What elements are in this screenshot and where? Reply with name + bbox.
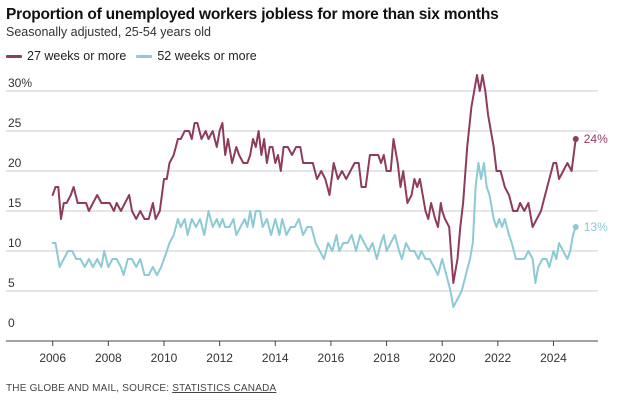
footer-credit: THE GLOBE AND MAIL, SOURCE: — [6, 383, 173, 394]
legend-label-52-weeks: 52 weeks or more — [157, 49, 257, 63]
x-tick-label-2024: 2024 — [540, 351, 567, 365]
chart-subtitle: Seasonally adjusted, 25-54 years old — [6, 25, 211, 39]
y-tick-label-20: 20 — [8, 156, 22, 170]
legend-item-27-weeks: 27 weeks or more — [6, 49, 126, 63]
end-point-52-weeks — [572, 224, 579, 230]
y-tick-label-0: 0 — [8, 316, 15, 330]
end-label-27-weeks: 24% — [584, 132, 608, 146]
x-tick-label-2016: 2016 — [318, 351, 345, 365]
end-point-27-weeks — [572, 136, 579, 142]
x-tick-label-2022: 2022 — [484, 351, 511, 365]
x-tick-label-2012: 2012 — [206, 351, 233, 365]
series-line-27-weeks — [51, 74, 577, 284]
y-tick-label-30: 30% — [8, 76, 32, 90]
y-tick-label-15: 15 — [8, 196, 22, 210]
source-link[interactable]: STATISTICS CANADA — [172, 383, 277, 394]
y-tick-label-10: 10 — [8, 236, 22, 250]
x-tick-label-2010: 2010 — [151, 351, 178, 365]
legend-item-52-weeks: 52 weeks or more — [136, 49, 257, 63]
legend-swatch-52-weeks — [136, 54, 153, 58]
x-tick-label-2006: 2006 — [39, 351, 66, 365]
x-tick-label-2014: 2014 — [262, 351, 289, 365]
series-line-52-weeks — [51, 162, 577, 308]
legend-swatch-27-weeks — [6, 54, 22, 58]
legend-label-27-weeks: 27 weeks or more — [27, 49, 127, 63]
chart-title: Proportion of unemployed workers jobless… — [6, 6, 499, 23]
y-tick-label-25: 25 — [8, 116, 22, 130]
y-tick-label-5: 5 — [8, 276, 15, 290]
x-tick-label-2018: 2018 — [373, 351, 400, 365]
source-footer: THE GLOBE AND MAIL, SOURCE: STATISTICS C… — [6, 383, 276, 394]
x-tick-label-2008: 2008 — [95, 351, 122, 365]
end-label-52-weeks: 13% — [584, 220, 608, 234]
legend: 27 weeks or more 52 weeks or more — [6, 49, 257, 63]
x-tick-label-2020: 2020 — [429, 351, 456, 365]
